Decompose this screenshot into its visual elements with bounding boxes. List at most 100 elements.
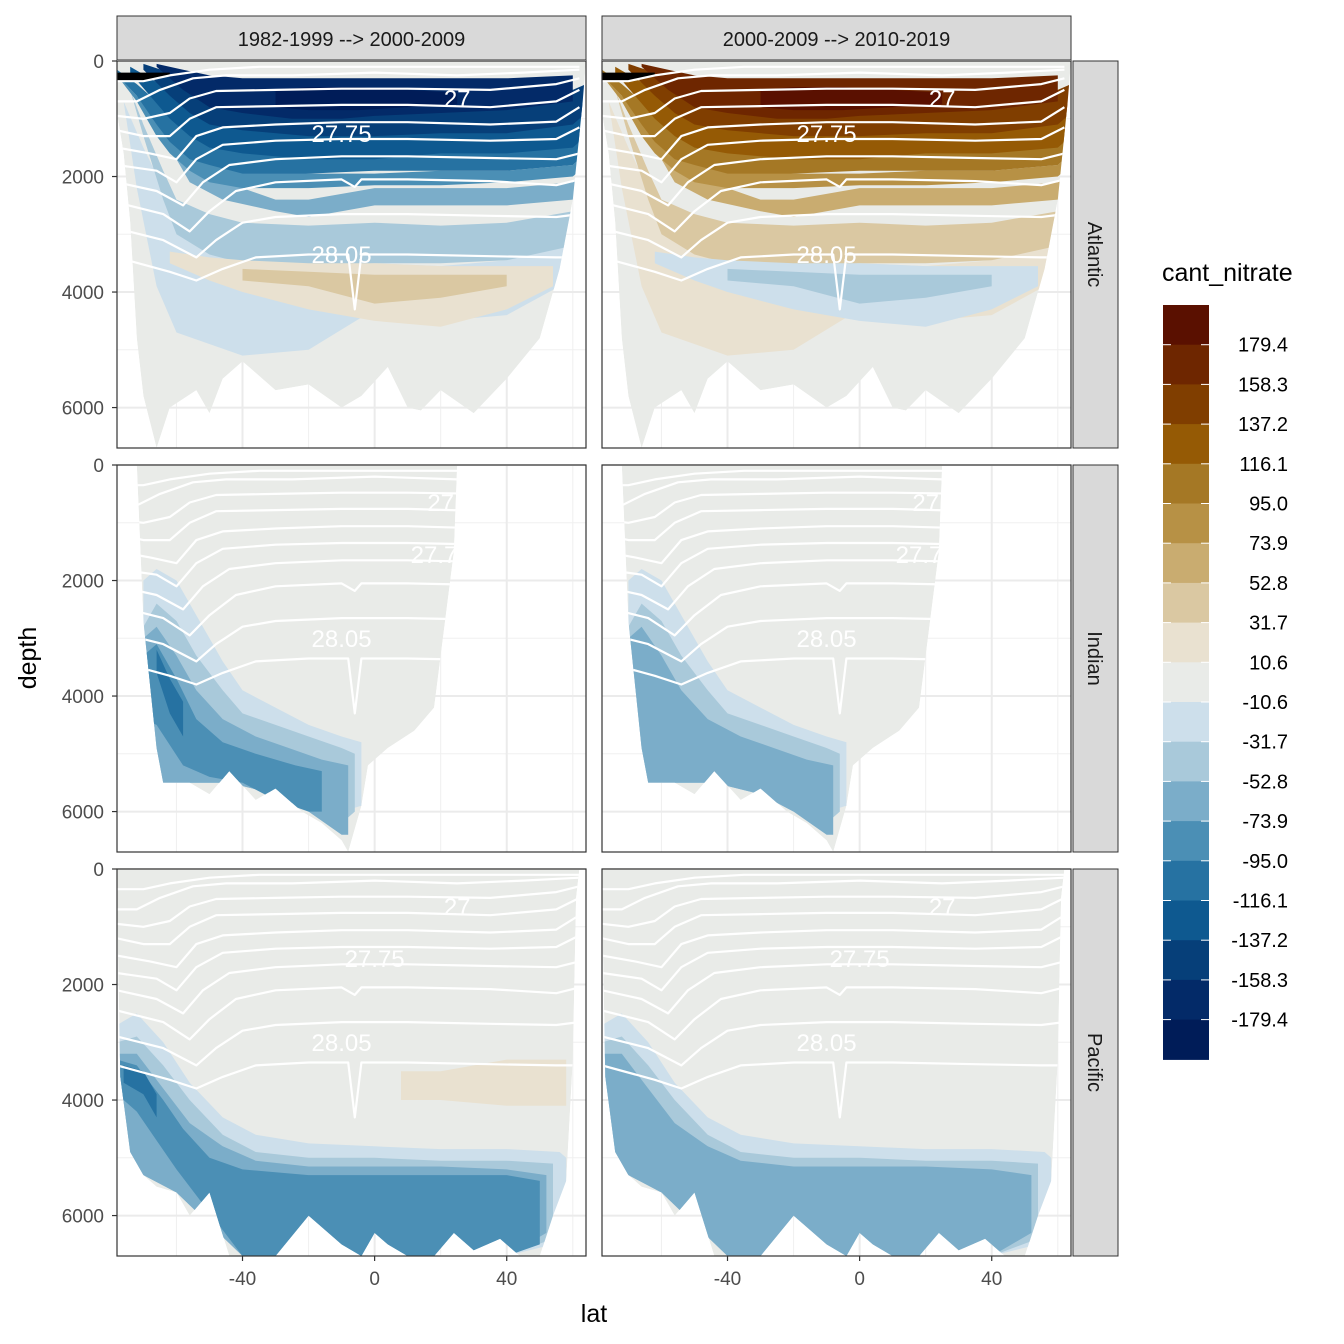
field-level-2 bbox=[602, 1053, 1032, 1256]
field-layers: 27.75 28.05 27 bbox=[602, 61, 1071, 448]
isopycnal-line bbox=[602, 914, 1065, 969]
isopycnal-label-27-75: 27.75 bbox=[797, 121, 857, 148]
isopycnal-line bbox=[117, 1021, 580, 1067]
legend-swatch bbox=[1163, 463, 1209, 505]
x-axis-ticks: -40 0 40 -40 0 40 bbox=[229, 1269, 1003, 1290]
isopycnal-line bbox=[602, 986, 1065, 1041]
isopycnal-line bbox=[117, 178, 580, 233]
panel-border bbox=[116, 868, 587, 1257]
y-tick-label: 0 bbox=[93, 860, 104, 881]
isopycnal-label-27: 27 bbox=[444, 894, 471, 921]
isopycnal-line bbox=[602, 106, 1065, 161]
legend-label: -158.3 bbox=[1231, 970, 1288, 992]
field-layers: 27.75 28.05 27 bbox=[602, 869, 1071, 1256]
isopycnal-line bbox=[117, 106, 580, 161]
legend-swatch bbox=[1163, 741, 1209, 782]
strip-col-1-label: 1982-1999 --> 2000-2009 bbox=[238, 29, 465, 51]
legend-label: -52.8 bbox=[1242, 771, 1288, 793]
x-tick-label: -40 bbox=[229, 1269, 256, 1290]
isopycnal-line bbox=[117, 253, 580, 311]
isopycnal-line bbox=[117, 1061, 580, 1119]
legend-swatch bbox=[1163, 384, 1209, 425]
strip-row-2-label: Indian bbox=[1083, 631, 1105, 686]
legend-label: -10.6 bbox=[1242, 692, 1288, 714]
field-level-5 bbox=[602, 75, 1071, 189]
isopycnal-label-28-05: 28.05 bbox=[797, 1030, 857, 1057]
isopycnal-line bbox=[602, 213, 1065, 259]
isopycnal-line bbox=[117, 876, 580, 911]
isopycnal-line bbox=[602, 68, 1065, 103]
isopycnal-label-27-75: 27.75 bbox=[345, 946, 405, 973]
y-tick-label: 6000 bbox=[62, 803, 104, 824]
isopycnal-line bbox=[117, 896, 580, 946]
y-tick-label: 4000 bbox=[62, 687, 104, 708]
isopycnal-line bbox=[117, 152, 580, 207]
y-tick-label: 0 bbox=[93, 52, 104, 73]
field-layers: 27.75 28.05 27 bbox=[117, 61, 586, 448]
y-tick-label: 2000 bbox=[62, 168, 104, 189]
legend-swatch bbox=[1163, 781, 1209, 822]
field-level-1 bbox=[615, 89, 1071, 267]
strip-col-2-label: 2000-2009 --> 2010-2019 bbox=[723, 29, 950, 51]
field-level-2 bbox=[628, 626, 834, 835]
isopycnal-line bbox=[602, 885, 1065, 928]
legend-swatch bbox=[1163, 622, 1209, 663]
strip-row-1-label: Atlantic bbox=[1083, 222, 1105, 288]
field-level-1 bbox=[130, 89, 586, 267]
legend-label: 116.1 bbox=[1239, 454, 1288, 476]
field-level-5 bbox=[117, 75, 586, 189]
legend-title: cant_nitrate bbox=[1162, 259, 1293, 287]
isopycnal-line bbox=[602, 896, 1065, 946]
isopycnal-line bbox=[602, 88, 1065, 138]
y-tick-label: 4000 bbox=[62, 1091, 104, 1112]
isopycnal-label-27: 27 bbox=[427, 490, 454, 517]
x-tick-label: 0 bbox=[854, 1269, 865, 1290]
field-level-3 bbox=[242, 268, 507, 304]
column-strips: 1982-1999 --> 2000-2009 2000-2009 --> 20… bbox=[116, 15, 1072, 61]
y-axis-ticks: 0 2000 4000 6000 0 2000 4000 6000 0 2000 4000 6000 bbox=[62, 52, 104, 1228]
isopycnal-line bbox=[602, 1061, 1065, 1119]
legend-label: 179.4 bbox=[1238, 335, 1288, 357]
legend-swatch bbox=[1163, 543, 1209, 584]
legend-swatch bbox=[1163, 702, 1209, 743]
field-level-4 bbox=[654, 147, 1071, 217]
isopycnal-line bbox=[117, 960, 580, 1015]
y-tick-label: 2000 bbox=[62, 572, 104, 593]
isopycnal-line bbox=[602, 152, 1065, 207]
legend-swatch bbox=[1163, 305, 1209, 346]
legend-swatch bbox=[1163, 424, 1209, 465]
legend-swatch bbox=[1163, 582, 1209, 624]
isopycnal-line bbox=[117, 986, 580, 1041]
field-level-11 bbox=[602, 72, 655, 82]
x-tick-label: -40 bbox=[714, 1269, 741, 1290]
isopycnal-label-28-05: 28.05 bbox=[312, 1030, 372, 1057]
isopycnal-label-27: 27 bbox=[444, 86, 471, 113]
panels: 27.7528.052727.7528.052727.7528.052727.7… bbox=[112, 60, 1072, 1261]
legend-label: 158.3 bbox=[1238, 374, 1288, 396]
isopycnal-label-28-05: 28.05 bbox=[797, 242, 857, 269]
isopycnal-line bbox=[602, 126, 1065, 184]
x-axis-title: lat bbox=[581, 1300, 607, 1328]
legend-label: -95.0 bbox=[1242, 851, 1288, 873]
isopycnal-line bbox=[117, 65, 580, 83]
legend-label: 137.2 bbox=[1238, 414, 1288, 436]
legend-label: 10.6 bbox=[1249, 652, 1288, 674]
isopycnal-line bbox=[602, 65, 1065, 83]
field-layers: 27.75 28.05 27 bbox=[117, 869, 586, 1256]
legend-label: -179.4 bbox=[1231, 1010, 1288, 1032]
isopycnal-line bbox=[602, 77, 1065, 120]
isopycnal-line bbox=[602, 873, 1065, 891]
x-tick-label: 0 bbox=[369, 1269, 380, 1290]
legend-swatch bbox=[1163, 344, 1209, 385]
y-tick-label: 2000 bbox=[62, 976, 104, 997]
isopycnal-label-28-05: 28.05 bbox=[312, 626, 372, 653]
panel-border bbox=[116, 464, 587, 853]
y-tick-label: 6000 bbox=[62, 1207, 104, 1228]
legend-swatch bbox=[1163, 940, 1209, 981]
legend-label: 73.9 bbox=[1249, 533, 1288, 555]
row-strips: Atlantic Indian Pacific bbox=[1072, 60, 1119, 1257]
isopycnal-line bbox=[117, 934, 580, 992]
